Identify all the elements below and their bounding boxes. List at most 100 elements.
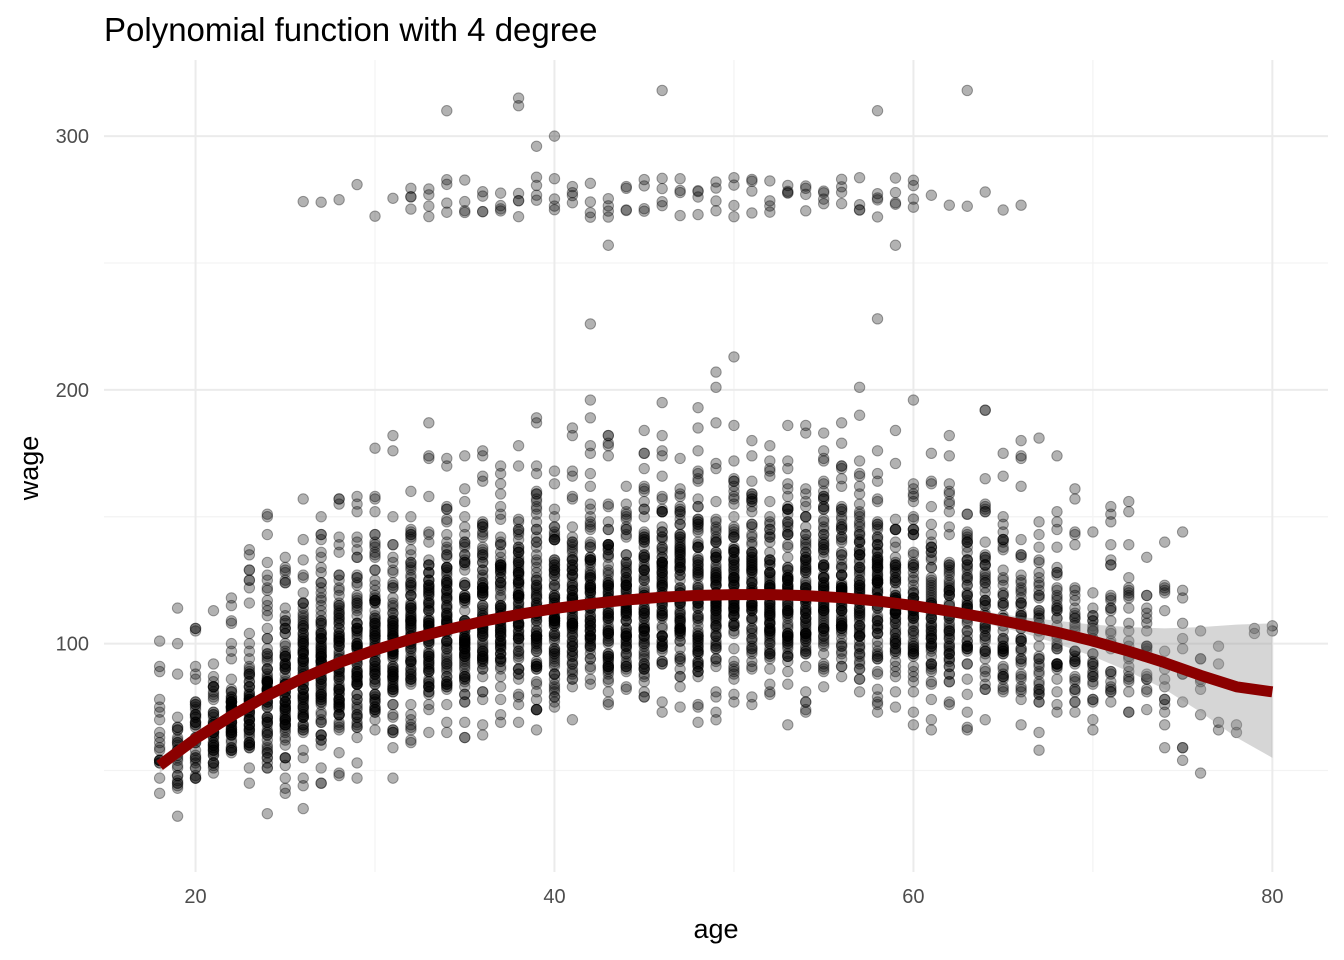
- data-point: [225, 741, 238, 754]
- data-point: [602, 686, 615, 698]
- data-point: [494, 187, 507, 199]
- data-point: [907, 719, 920, 731]
- data-point: [279, 708, 291, 721]
- data-point: [315, 640, 327, 652]
- data-point: [692, 208, 704, 221]
- data-point: [369, 630, 381, 642]
- data-point: [871, 640, 884, 652]
- data-point: [943, 199, 956, 211]
- data-point: [835, 670, 848, 683]
- data-point: [925, 630, 938, 642]
- data-point: [1158, 741, 1171, 754]
- data-point: [315, 620, 327, 632]
- y-tick-label: 200: [56, 380, 89, 402]
- data-point: [764, 495, 776, 508]
- data-point: [566, 714, 579, 726]
- data-point: [459, 538, 471, 551]
- data-point: [871, 544, 884, 556]
- data-point: [225, 696, 238, 708]
- data-point: [979, 635, 991, 647]
- data-point: [656, 610, 668, 622]
- data-point: [171, 777, 184, 789]
- data-point: [871, 653, 884, 665]
- data-point: [728, 569, 740, 581]
- data-point: [207, 708, 220, 721]
- data-point: [692, 571, 704, 584]
- data-point: [620, 182, 632, 194]
- data-point: [297, 721, 309, 734]
- data-point: [638, 571, 650, 584]
- data-point: [692, 635, 704, 647]
- data-point: [530, 703, 543, 716]
- data-point: [817, 681, 830, 693]
- data-point: [315, 729, 327, 741]
- data-point: [512, 544, 525, 556]
- data-point: [387, 622, 399, 635]
- data-point: [530, 645, 543, 657]
- data-point: [207, 759, 220, 772]
- data-point: [261, 622, 274, 635]
- data-point: [297, 533, 309, 546]
- data-point: [207, 681, 220, 693]
- data-point: [764, 470, 776, 482]
- data-point: [1176, 584, 1189, 597]
- data-point: [584, 318, 597, 330]
- data-point: [153, 772, 166, 784]
- data-point: [225, 696, 238, 708]
- data-point: [189, 719, 202, 731]
- data-point: [656, 696, 668, 708]
- data-point: [171, 721, 184, 734]
- data-point: [261, 726, 274, 739]
- data-point: [297, 696, 309, 708]
- data-point: [315, 716, 327, 728]
- data-point: [441, 513, 453, 525]
- data-point: [315, 627, 327, 640]
- data-point: [800, 188, 812, 201]
- data-point: [387, 741, 399, 754]
- data-point: [710, 599, 722, 612]
- data-point: [279, 716, 291, 728]
- data-point: [566, 470, 579, 482]
- data-point: [315, 706, 327, 718]
- data-point: [333, 698, 345, 711]
- data-point: [261, 716, 274, 728]
- data-point: [243, 739, 256, 751]
- data-point: [207, 749, 220, 761]
- data-point: [333, 602, 345, 614]
- data-point: [566, 617, 579, 630]
- data-point: [369, 505, 381, 518]
- data-point: [315, 617, 327, 630]
- data-point: [315, 546, 327, 558]
- data-point: [297, 554, 309, 566]
- data-point: [871, 105, 884, 117]
- data-point: [638, 653, 650, 665]
- data-point: [1069, 696, 1081, 708]
- data-point: [584, 554, 597, 566]
- data-point: [171, 762, 184, 774]
- data-point: [494, 488, 507, 500]
- data-point: [297, 637, 309, 650]
- data-point: [279, 627, 291, 640]
- data-point: [584, 177, 597, 190]
- data-point: [315, 599, 327, 612]
- data-point: [423, 183, 435, 195]
- data-point: [548, 559, 561, 571]
- data-point: [979, 587, 991, 599]
- data-point: [315, 528, 327, 541]
- data-point: [638, 462, 650, 475]
- data-point: [530, 412, 543, 424]
- data-point: [566, 648, 579, 660]
- data-point: [566, 658, 579, 670]
- data-point: [315, 734, 327, 746]
- data-point: [638, 686, 650, 698]
- data-point: [423, 528, 435, 541]
- data-point: [315, 678, 327, 690]
- data-point: [476, 531, 489, 543]
- data-point: [620, 559, 632, 571]
- data-point: [207, 604, 220, 617]
- data-point: [979, 683, 991, 695]
- data-point: [764, 455, 776, 467]
- data-point: [602, 523, 615, 536]
- data-point: [512, 698, 525, 711]
- data-point: [189, 719, 202, 731]
